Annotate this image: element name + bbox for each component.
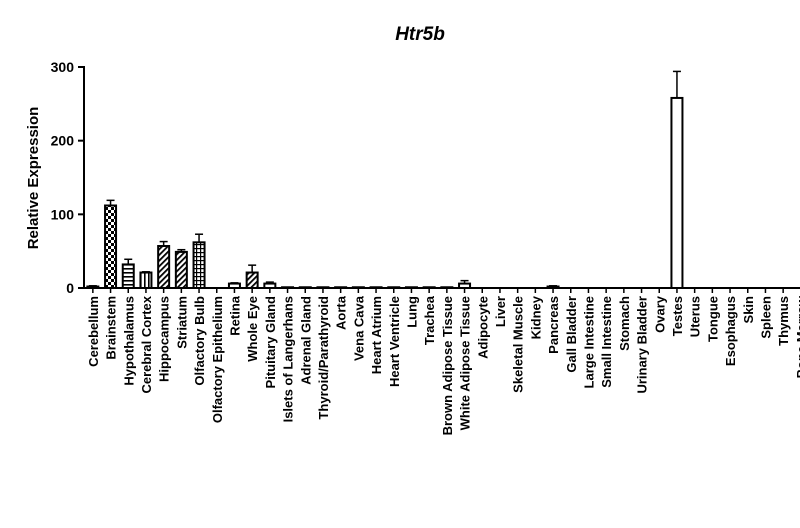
x-tick-labels: Cerebellum Brainstem Hypothalamus Cerebral … (86, 295, 800, 435)
x-tick-label: Hippocampus (157, 296, 172, 382)
bar (281, 286, 295, 290)
x-tick-label: Olfactory Bulb (192, 296, 207, 386)
y-tick-label: 200 (51, 133, 75, 149)
x-tick-label: White Adipose Tissue (458, 296, 473, 430)
x-tick-label: Ovary (652, 295, 667, 333)
y-tick-label: 100 (51, 206, 75, 222)
x-tick-label: Gall Bladder (564, 296, 579, 373)
x-tick-label: Aorta (334, 295, 349, 330)
bar (298, 286, 312, 290)
x-tick-label: Olfactory Epithelium (210, 296, 225, 423)
x-tick-label: Large Intestine (581, 296, 596, 388)
bar (458, 282, 472, 289)
bar (139, 271, 153, 289)
x-tick-label: Heart Ventricle (387, 296, 402, 387)
bar (440, 286, 454, 290)
x-tick-label: Brainstem (104, 296, 119, 360)
x-tick-label: Whole Eye (245, 296, 260, 362)
x-tick-label: Testes (670, 296, 685, 336)
chart-title: Htr5b (395, 24, 445, 45)
x-tick-label: Pancreas (546, 296, 561, 354)
x-tick-label: Esophagus (723, 296, 738, 366)
x-tick-label: Uterus (688, 296, 703, 337)
y-tick-label: 300 (51, 59, 75, 75)
x-tick-label: Skeletal Muscle (511, 296, 526, 393)
bar (86, 285, 100, 290)
x-tick-label: Tongue (705, 296, 720, 342)
x-tick-label: Thyroid/Parathyroid (316, 296, 331, 420)
x-tick-label: Cerebellum (86, 296, 101, 367)
x-tick-label: Brown Adipose Tissue (440, 296, 455, 435)
bar (263, 282, 277, 289)
bar (121, 263, 135, 289)
x-tick-label: Retina (227, 295, 242, 336)
y-tick-label: 0 (66, 280, 74, 296)
x-tick-label: Liver (493, 296, 508, 327)
x-tick-label: Islets of Langerhans (281, 296, 296, 422)
x-tick-label: Small Intestine (599, 296, 614, 388)
y-axis-label: Relative Expression (25, 107, 42, 250)
x-tick-label: Trachea (422, 295, 437, 345)
bar (670, 96, 684, 289)
x-tick-label: Skin (741, 296, 756, 324)
bar (104, 204, 118, 289)
x-tick-label: Pituitary Gland (263, 296, 278, 389)
x-tick-label: Hypothalamus (121, 296, 136, 386)
x-tick-label: Spleen (758, 296, 773, 339)
x-tick-label: Adipocyte (475, 296, 490, 359)
x-tick-label: Vena Cava (351, 295, 366, 361)
bar (334, 286, 348, 290)
bar (404, 286, 418, 290)
x-tick-label: Heart Atrium (369, 296, 384, 374)
bar (422, 286, 436, 290)
bar (192, 241, 206, 289)
bar (157, 245, 171, 289)
x-tick-label: Thymus (776, 296, 791, 346)
bar (387, 286, 401, 290)
bar (369, 286, 383, 290)
bar (174, 250, 188, 290)
bar (316, 286, 330, 290)
x-tick-label: Urinary Bladder (635, 296, 650, 394)
x-tick-label: Cerebral Cortex (139, 295, 154, 393)
x-tick-label: Bone Marrow (794, 295, 800, 378)
x-tick-label: Stomach (617, 296, 632, 351)
x-tick-label: Adrenal Gland (298, 296, 313, 385)
x-tick-label: Striatum (174, 296, 189, 349)
bar (351, 286, 365, 290)
bar (245, 271, 259, 289)
x-tick-label: Kidney (528, 295, 543, 339)
bars (86, 70, 684, 290)
bar (546, 285, 560, 290)
bar (227, 282, 241, 289)
x-tick-label: Lung (404, 296, 419, 328)
